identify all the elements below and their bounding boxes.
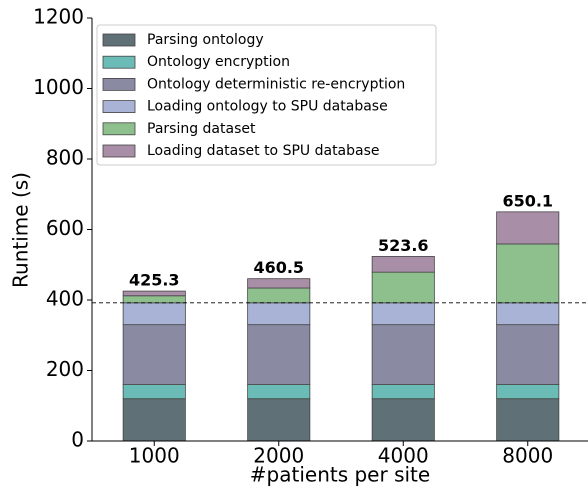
total-label: 425.3 (129, 271, 180, 290)
y-tick-label: 600 (46, 216, 84, 240)
legend-label: Ontology deterministic re-encryption (147, 76, 405, 92)
x-tick-label: 1000 (129, 444, 180, 468)
legend-label: Loading dataset to SPU database (147, 143, 380, 159)
legend-swatch (102, 33, 136, 47)
x-axis-label: #patients per site (250, 463, 430, 486)
bar-segment (122, 324, 186, 385)
legend-swatch (102, 144, 136, 158)
x-tick-label: 2000 (253, 444, 304, 468)
bar-segment (371, 324, 435, 385)
legend-swatch (102, 78, 136, 91)
bar-segment (247, 302, 311, 326)
y-tick-label: 800 (46, 146, 84, 170)
total-label: 460.5 (253, 258, 304, 277)
bar-segment (247, 287, 311, 304)
legend-swatch (102, 100, 136, 113)
y-tick-label: 1200 (33, 5, 84, 29)
bar-segment (247, 384, 311, 400)
legend-swatch (102, 122, 136, 136)
y-axis-label: Runtime (s) (9, 172, 33, 288)
bar-segment (496, 302, 560, 326)
legend-label: Parsing ontology (147, 32, 264, 48)
bar-segment (371, 271, 435, 304)
bar-segment (122, 290, 186, 297)
legend-label: Parsing dataset (147, 121, 256, 137)
bar-segment (496, 384, 560, 400)
bar-segment (496, 398, 560, 442)
bar-segment (247, 398, 311, 442)
x-tick-label: 4000 (378, 444, 429, 468)
legend-label: Loading ontology to SPU database (147, 99, 388, 115)
bar-segment (371, 256, 435, 273)
y-tick-label: 0 (71, 428, 84, 452)
total-label: 523.6 (378, 236, 429, 255)
legend-swatch (102, 55, 136, 69)
legend-label: Ontology encryption (147, 54, 290, 70)
total-label: 650.1 (502, 191, 553, 210)
bar-segment (122, 295, 186, 304)
y-tick-label: 200 (46, 357, 84, 381)
bar-segment (247, 324, 311, 385)
legend-box (96, 24, 437, 166)
bar-segment (371, 302, 435, 326)
bar-segment (371, 384, 435, 400)
bar-segment (496, 211, 560, 245)
bar-segment (122, 384, 186, 400)
bar-segment (122, 302, 186, 326)
bar-segment (496, 243, 560, 304)
bar-segment (122, 398, 186, 442)
bar-segment (247, 278, 311, 289)
bar-segment (496, 324, 560, 385)
x-tick-label: 8000 (502, 444, 553, 468)
y-tick-label: 1000 (33, 75, 84, 99)
bar-segment (371, 398, 435, 442)
y-tick-label: 400 (46, 287, 84, 311)
